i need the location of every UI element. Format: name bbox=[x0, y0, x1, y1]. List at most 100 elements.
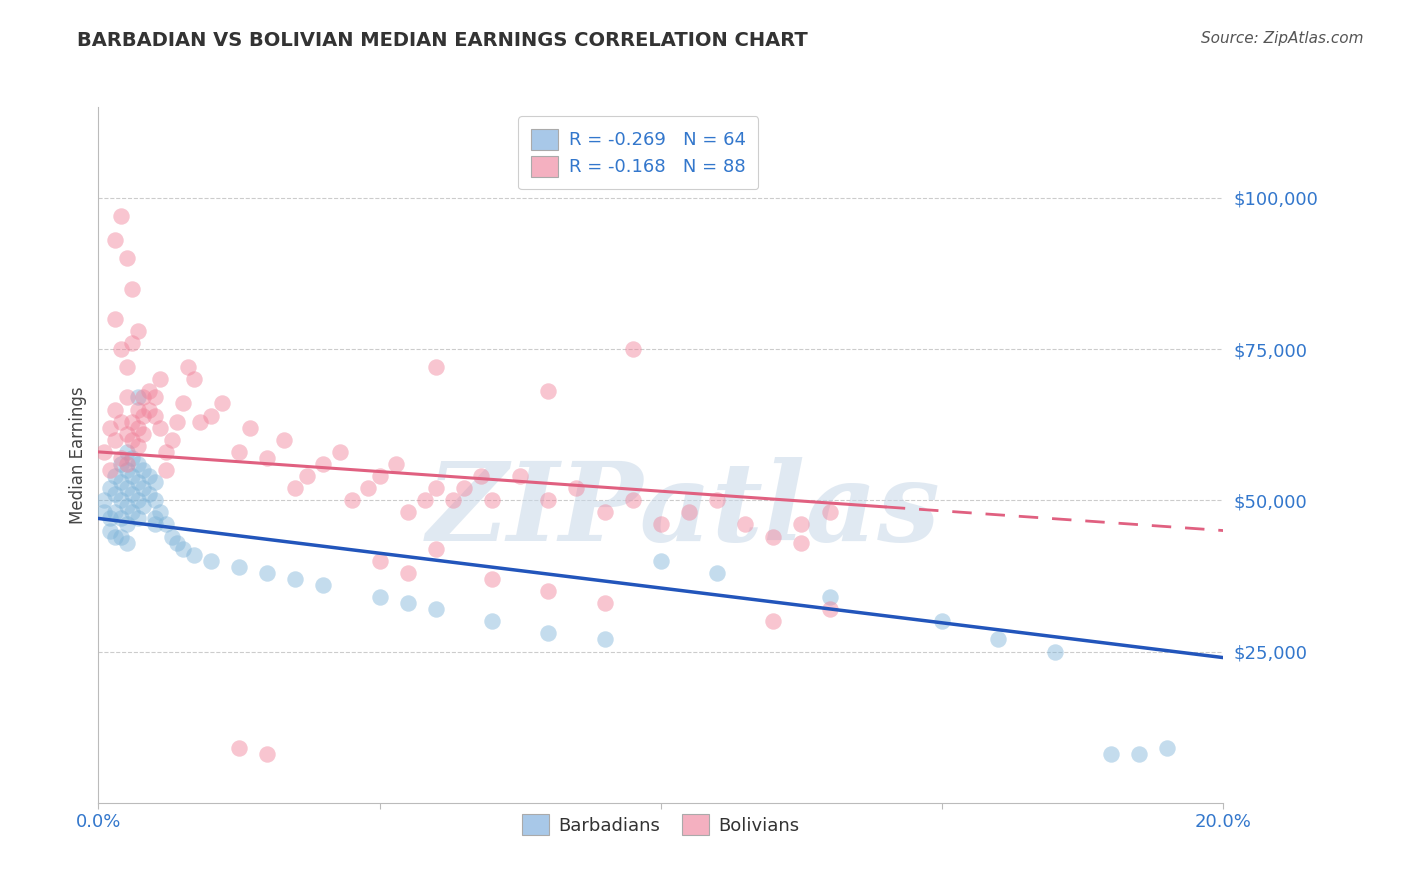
Point bbox=[211, 396, 233, 410]
Point bbox=[329, 445, 352, 459]
Point bbox=[818, 602, 841, 616]
Point bbox=[143, 493, 166, 508]
Point bbox=[127, 439, 149, 453]
Point bbox=[481, 572, 503, 586]
Point bbox=[177, 360, 200, 375]
Point bbox=[931, 615, 953, 629]
Point bbox=[110, 475, 132, 490]
Point bbox=[183, 372, 205, 386]
Point bbox=[127, 391, 149, 405]
Point bbox=[284, 481, 307, 495]
Point bbox=[143, 391, 166, 405]
Point bbox=[183, 548, 205, 562]
Point bbox=[149, 505, 172, 519]
Point bbox=[441, 493, 464, 508]
Point bbox=[121, 336, 143, 351]
Point bbox=[127, 511, 149, 525]
Point bbox=[1043, 644, 1066, 658]
Point bbox=[127, 457, 149, 471]
Point bbox=[228, 741, 250, 756]
Y-axis label: Median Earnings: Median Earnings bbox=[69, 386, 87, 524]
Point bbox=[509, 469, 531, 483]
Point bbox=[115, 360, 138, 375]
Point bbox=[121, 469, 143, 483]
Point bbox=[121, 433, 143, 447]
Point bbox=[104, 530, 127, 544]
Point bbox=[132, 426, 155, 441]
Point bbox=[593, 505, 616, 519]
Point bbox=[155, 517, 177, 532]
Point bbox=[132, 500, 155, 514]
Point bbox=[762, 530, 785, 544]
Point bbox=[396, 566, 419, 580]
Point bbox=[621, 493, 644, 508]
Point bbox=[104, 233, 127, 247]
Point bbox=[138, 402, 160, 417]
Point bbox=[115, 457, 138, 471]
Point bbox=[818, 590, 841, 604]
Point bbox=[132, 391, 155, 405]
Point bbox=[1099, 747, 1122, 762]
Point bbox=[256, 747, 278, 762]
Point bbox=[256, 450, 278, 465]
Point bbox=[93, 505, 115, 519]
Point bbox=[149, 372, 172, 386]
Point bbox=[104, 402, 127, 417]
Point bbox=[650, 554, 672, 568]
Point bbox=[110, 511, 132, 525]
Point bbox=[172, 541, 194, 556]
Point bbox=[396, 596, 419, 610]
Point bbox=[172, 396, 194, 410]
Point bbox=[273, 433, 295, 447]
Point bbox=[143, 517, 166, 532]
Point bbox=[425, 602, 447, 616]
Point bbox=[104, 433, 127, 447]
Point bbox=[121, 487, 143, 501]
Point bbox=[340, 493, 363, 508]
Point bbox=[93, 445, 115, 459]
Point bbox=[98, 481, 121, 495]
Point bbox=[104, 469, 127, 483]
Point bbox=[138, 487, 160, 501]
Point bbox=[115, 481, 138, 495]
Point bbox=[93, 493, 115, 508]
Point bbox=[818, 505, 841, 519]
Point bbox=[115, 252, 138, 266]
Point bbox=[481, 493, 503, 508]
Point bbox=[650, 517, 672, 532]
Point bbox=[155, 445, 177, 459]
Point bbox=[121, 281, 143, 295]
Point bbox=[98, 511, 121, 525]
Point bbox=[138, 384, 160, 399]
Point bbox=[312, 578, 335, 592]
Point bbox=[200, 409, 222, 423]
Point bbox=[143, 475, 166, 490]
Point bbox=[110, 457, 132, 471]
Point bbox=[295, 469, 318, 483]
Point bbox=[155, 463, 177, 477]
Point bbox=[127, 475, 149, 490]
Point bbox=[565, 481, 588, 495]
Point bbox=[127, 420, 149, 434]
Point bbox=[537, 384, 560, 399]
Point bbox=[115, 463, 138, 477]
Point bbox=[228, 559, 250, 574]
Point bbox=[368, 590, 391, 604]
Point bbox=[706, 566, 728, 580]
Point bbox=[160, 530, 183, 544]
Point bbox=[121, 415, 143, 429]
Point bbox=[734, 517, 756, 532]
Point bbox=[537, 493, 560, 508]
Point bbox=[98, 524, 121, 538]
Point bbox=[110, 530, 132, 544]
Point bbox=[138, 469, 160, 483]
Point bbox=[593, 596, 616, 610]
Point bbox=[143, 409, 166, 423]
Point bbox=[256, 566, 278, 580]
Point bbox=[425, 541, 447, 556]
Point bbox=[470, 469, 492, 483]
Point bbox=[98, 463, 121, 477]
Point bbox=[200, 554, 222, 568]
Point bbox=[413, 493, 436, 508]
Point bbox=[115, 535, 138, 549]
